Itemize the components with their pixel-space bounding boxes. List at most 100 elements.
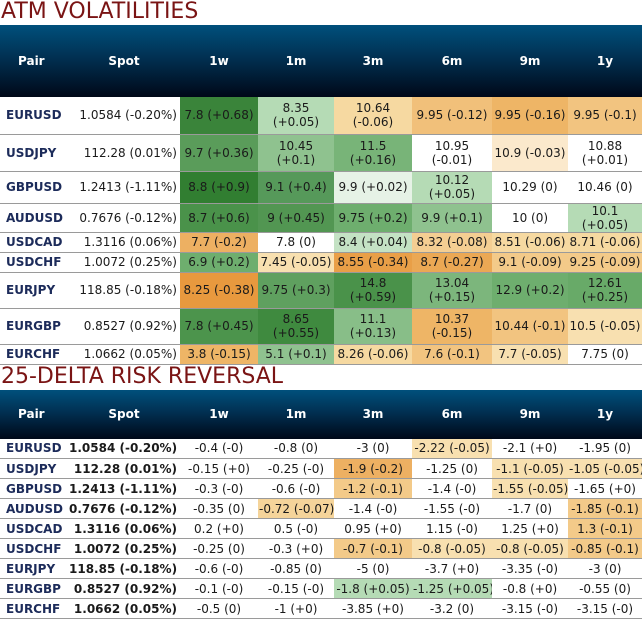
value-cell: -0.7 (-0.1) (334, 539, 412, 559)
column-header-9m[interactable]: 9m (492, 25, 568, 97)
value-cell: 9.95 (-0.1) (568, 97, 642, 134)
column-header-1y[interactable]: 1y (568, 390, 642, 439)
value-cell: -1.9 (-0.2) (334, 459, 412, 479)
pair-cell: USDCAD (0, 519, 68, 539)
value-cell: 10.64 (-0.06) (334, 97, 412, 134)
value-cell: 9.1 (-0.09) (492, 252, 568, 272)
value-cell: 10.44 (-0.1) (492, 308, 568, 344)
value-cell: 9.7 (+0.36) (180, 134, 258, 171)
column-header-1w[interactable]: 1w (180, 390, 258, 439)
value-cell: -0.15 (+0) (180, 459, 258, 479)
spot-cell: 0.8527 (0.92%) (68, 308, 180, 344)
column-header-3m[interactable]: 3m (334, 390, 412, 439)
column-header-1m[interactable]: 1m (258, 25, 334, 97)
value-cell: -1 (+0) (258, 599, 334, 619)
value-cell: -0.85 (0) (258, 559, 334, 579)
atm-volatilities-section: ATM VOLATILITIES Pair Spot 1w 1m 3m 6m 9… (0, 0, 642, 365)
column-header-9m[interactable]: 9m (492, 390, 568, 439)
value-cell: 12.9 (+0.2) (492, 272, 568, 308)
atm-header-row: Pair Spot 1w 1m 3m 6m 9m 1y (0, 25, 642, 97)
pair-cell: EURUSD (0, 439, 68, 459)
value-cell: 7.8 (+0.68) (180, 97, 258, 134)
value-cell: -0.25 (0) (180, 539, 258, 559)
column-header-6m[interactable]: 6m (412, 25, 492, 97)
pair-cell: EURCHF (0, 599, 68, 619)
value-cell: -3.35 (-0) (492, 559, 568, 579)
value-cell: 10.29 (0) (492, 171, 568, 203)
value-cell: 10.12 (+0.05) (412, 171, 492, 203)
value-cell: 8.51 (-0.06) (492, 232, 568, 252)
column-header-6m[interactable]: 6m (412, 390, 492, 439)
value-cell: -1.7 (0) (492, 499, 568, 519)
pair-cell: EURUSD (0, 97, 68, 134)
value-cell: -3 (0) (334, 439, 412, 459)
column-header-pair[interactable]: Pair (0, 390, 68, 439)
value-cell: -1.55 (-0) (412, 499, 492, 519)
pair-cell: EURJPY (0, 559, 68, 579)
column-header-3m[interactable]: 3m (334, 25, 412, 97)
value-cell: -1.4 (-0) (412, 479, 492, 499)
value-cell: 5.1 (+0.1) (258, 344, 334, 364)
column-header-1w[interactable]: 1w (180, 25, 258, 97)
value-cell: 0.95 (+0) (334, 519, 412, 539)
column-header-spot[interactable]: Spot (68, 25, 180, 97)
column-header-1m[interactable]: 1m (258, 390, 334, 439)
value-cell: -1.1 (-0.05) (492, 459, 568, 479)
value-cell: -3.85 (+0) (334, 599, 412, 619)
value-cell: 8.65 (+0.55) (258, 308, 334, 344)
value-cell: 7.8 (0) (258, 232, 334, 252)
value-cell: 7.7 (-0.2) (180, 232, 258, 252)
pair-cell: USDJPY (0, 459, 68, 479)
pair-cell: GBPUSD (0, 171, 68, 203)
value-cell: -1.2 (-0.1) (334, 479, 412, 499)
value-cell: 8.7 (+0.6) (180, 203, 258, 232)
value-cell: 8.25 (-0.38) (180, 272, 258, 308)
value-cell: -1.55 (-0.05) (492, 479, 568, 499)
value-cell: 9.95 (-0.16) (492, 97, 568, 134)
value-cell: -0.8 (-0.05) (492, 539, 568, 559)
column-header-spot[interactable]: Spot (68, 390, 180, 439)
value-cell: 8.26 (-0.06) (334, 344, 412, 364)
column-header-1y[interactable]: 1y (568, 25, 642, 97)
value-cell: 9.9 (+0.02) (334, 171, 412, 203)
spot-cell: 1.0072 (0.25%) (68, 252, 180, 272)
value-cell: 7.8 (+0.45) (180, 308, 258, 344)
spot-cell: 0.8527 (0.92%) (68, 579, 180, 599)
value-cell: -0.3 (+0) (258, 539, 334, 559)
value-cell: 10.9 (-0.03) (492, 134, 568, 171)
value-cell: -3.7 (+0) (412, 559, 492, 579)
value-cell: 9.1 (+0.4) (258, 171, 334, 203)
value-cell: -0.85 (-0.1) (568, 539, 642, 559)
value-cell: 11.1 (+0.13) (334, 308, 412, 344)
value-cell: 10.5 (-0.05) (568, 308, 642, 344)
value-cell: 0.5 (-0) (258, 519, 334, 539)
pair-cell: GBPUSD (0, 479, 68, 499)
value-cell: -0.1 (-0) (180, 579, 258, 599)
spot-cell: 112.28 (0.01%) (68, 459, 180, 479)
value-cell: 10.1 (+0.05) (568, 203, 642, 232)
column-header-pair[interactable]: Pair (0, 25, 68, 97)
value-cell: -3 (0) (568, 559, 642, 579)
value-cell: 10 (0) (492, 203, 568, 232)
spot-cell: 0.7676 (-0.12%) (68, 499, 180, 519)
